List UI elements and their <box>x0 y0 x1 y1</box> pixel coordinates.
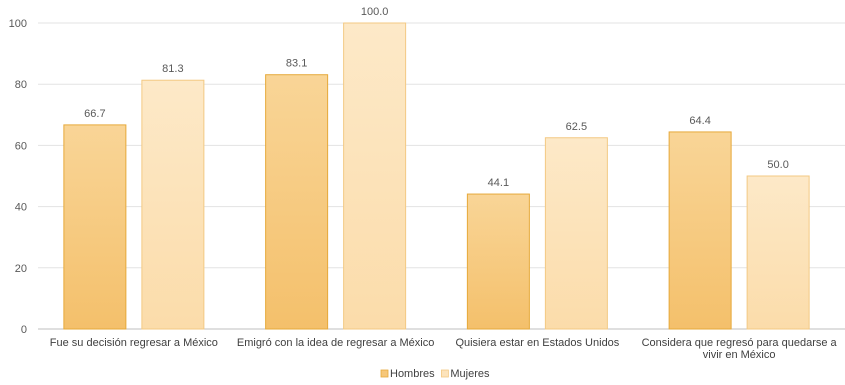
bar-mujeres-2 <box>544 137 608 330</box>
data-labels: 66.7 81.3 83.1 100.0 44.1 62.5 64.4 50.0 <box>84 6 789 189</box>
y-tick-label: 20 <box>15 263 27 275</box>
data-label: 81.3 <box>162 63 183 75</box>
legend-swatch-mujeres <box>440 369 449 378</box>
data-label: 44.1 <box>488 177 509 189</box>
data-label: 62.5 <box>566 121 587 133</box>
x-tick-label: Fue su decisión regresar a México <box>50 337 218 349</box>
legend: Hombres Mujeres <box>380 368 490 380</box>
y-tick-label: 0 <box>21 324 27 336</box>
y-axis: 0 20 40 60 80 100 <box>9 18 27 336</box>
bar-hombres-3 <box>668 131 732 330</box>
y-tick-label: 60 <box>15 140 27 152</box>
data-label: 100.0 <box>361 6 389 18</box>
bar-hombres-1 <box>265 74 329 330</box>
x-axis: Fue su decisión regresar a México Emigró … <box>50 337 838 361</box>
x-tick-label: Emigró con la idea de regresar a México <box>237 337 434 349</box>
data-label: 64.4 <box>689 115 710 127</box>
x-tick-label: Considera que regresó para quedarse a <box>642 337 838 349</box>
legend-swatch-hombres <box>380 369 389 378</box>
y-tick-label: 100 <box>9 18 27 30</box>
x-tick-label: vivir en México <box>703 349 776 361</box>
y-tick-label: 40 <box>15 202 27 214</box>
bar-mujeres-1 <box>343 22 407 330</box>
bar-mujeres-3 <box>746 175 810 330</box>
bars <box>63 22 810 330</box>
bar-mujeres-0 <box>141 79 205 330</box>
data-label: 66.7 <box>84 108 105 120</box>
bar-hombres-0 <box>63 124 127 330</box>
legend-label-mujeres: Mujeres <box>450 368 490 380</box>
data-label: 83.1 <box>286 58 307 70</box>
bar-hombres-2 <box>466 193 530 330</box>
legend-label-hombres: Hombres <box>390 368 435 380</box>
data-label: 50.0 <box>767 159 788 171</box>
x-tick-label: Quisiera estar en Estados Unidos <box>455 337 619 349</box>
y-tick-label: 80 <box>15 79 27 91</box>
